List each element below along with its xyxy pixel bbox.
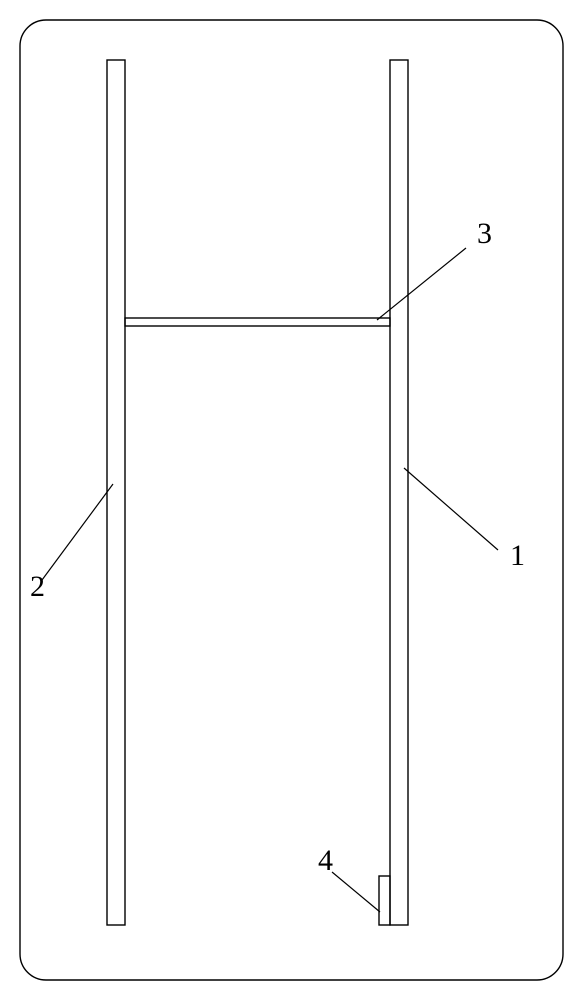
diagram-canvas: 1 2 3 4: [0, 0, 583, 1000]
label-3: 3: [477, 217, 492, 250]
label-1: 1: [510, 539, 525, 572]
leader-2: [42, 484, 113, 580]
leader-4: [332, 872, 380, 912]
left-column: [107, 60, 125, 925]
right-column: [390, 60, 408, 925]
label-2: 2: [30, 570, 45, 603]
small-foot: [379, 876, 390, 925]
crossbar: [125, 318, 390, 326]
label-4: 4: [318, 844, 333, 877]
leader-1: [404, 468, 498, 550]
